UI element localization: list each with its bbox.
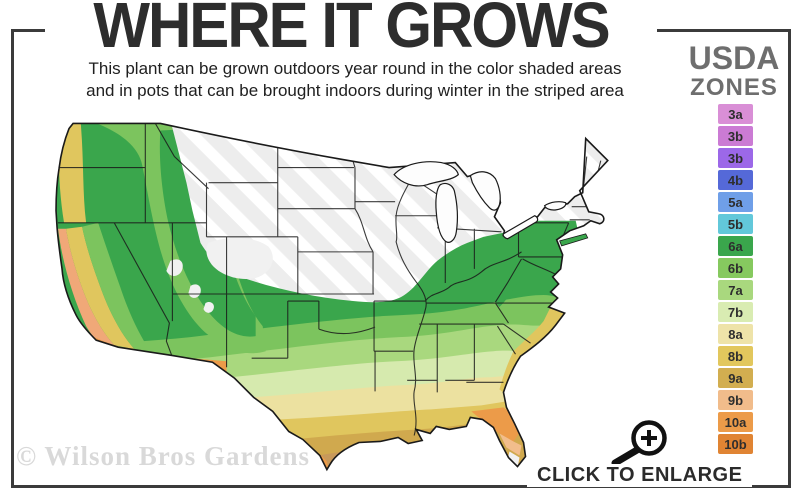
zone-chip-label: 10a xyxy=(724,414,747,430)
zones-label: ZONES xyxy=(690,74,778,101)
long-island xyxy=(559,233,589,247)
zone-chip-label: 5b xyxy=(727,216,744,232)
zone-chip-label: 6a xyxy=(728,238,743,254)
subtitle-line-1: This plant can be grown outdoors year ro… xyxy=(88,59,622,78)
zone-chip-9a: 9a xyxy=(718,368,753,388)
zone-chip-8b: 8b xyxy=(718,346,753,366)
zone-chip-label: 8a xyxy=(728,326,743,342)
zone-chip-9b: 9b xyxy=(718,390,753,410)
zone-list: 3a 3b 3b 4b 5a 5b 6a 6b 7a 7b 8a 8b 9a 9b 10a 10b xyxy=(718,104,753,456)
click-to-enlarge-label[interactable]: CLICK TO ENLARGE xyxy=(527,464,753,487)
map-region-central-florida-10a xyxy=(471,407,522,442)
zone-chip-6b: 6b xyxy=(718,258,753,278)
lake-erie xyxy=(502,215,539,240)
subtitle-line-2: and in pots that can be brought indoors … xyxy=(86,81,624,101)
zone-chip-label: 3b xyxy=(727,150,744,166)
zone-chip-label: 9b xyxy=(727,392,744,408)
lake-huron xyxy=(469,171,501,211)
map-region-pacific-coast-yellow xyxy=(58,123,87,223)
zone-chip-label: 5a xyxy=(728,194,743,210)
zone-chip-label: 7b xyxy=(727,304,744,320)
zone-chip-7b: 7b xyxy=(718,302,753,322)
great-lakes xyxy=(393,161,567,243)
zone-chip-8a: 8a xyxy=(718,324,753,344)
map-region-colorado-high-country xyxy=(206,237,273,279)
lake-michigan xyxy=(435,182,458,243)
zone-chip-label: 6b xyxy=(727,260,744,276)
usda-zones-heading: USDA ZONES xyxy=(686,42,782,100)
zone-chip-3b: 3b xyxy=(718,126,753,146)
zone-chip-label: 10b xyxy=(724,436,747,452)
zone-chip-6a: 6a xyxy=(718,236,753,256)
zone-chip-label: 3b xyxy=(727,128,744,144)
subtitle: This plant can be grown outdoors year ro… xyxy=(55,58,655,103)
usda-label: USDA xyxy=(688,40,780,76)
zone-chip-10a: 10a xyxy=(718,412,753,432)
zone-chip-label: 4b xyxy=(727,172,744,188)
zone-chip-label: 7a xyxy=(728,282,743,298)
zone-chip-label: 8b xyxy=(727,348,744,364)
zone-chip-3a: 3a xyxy=(718,104,753,124)
zone-chip-4b: 4b xyxy=(718,170,753,190)
state-borders xyxy=(58,123,602,436)
map-region-central-valley xyxy=(66,226,135,350)
map-region-sierra xyxy=(82,222,151,352)
zone-chip-label: 9a xyxy=(728,370,743,386)
us-map-svg xyxy=(55,122,609,472)
lake-ontario xyxy=(543,201,567,211)
map-color-regions xyxy=(56,123,608,470)
lake-superior xyxy=(393,161,459,187)
zone-chip-7a: 7a xyxy=(718,280,753,300)
magnifier-plus-icon[interactable] xyxy=(602,412,672,470)
zone-chip-5b: 5b xyxy=(718,214,753,234)
zone-chip-label: 3a xyxy=(728,106,743,122)
map-region-california-coast xyxy=(58,228,115,346)
page-title: WHERE IT GROWS xyxy=(45,0,657,59)
watermark: © Wilson Bros Gardens xyxy=(16,441,310,471)
map-region-south-florida-unshaded xyxy=(507,451,520,468)
map-region-nevada-peaks xyxy=(166,259,214,313)
map-region-florida-9b xyxy=(499,433,522,456)
zone-chip-10b: 10b xyxy=(718,434,753,454)
zone-chip-3b: 3b xyxy=(718,148,753,168)
zone-chip-5a: 5a xyxy=(718,192,753,212)
usda-zone-map[interactable] xyxy=(50,110,670,474)
map-region-atlantic-coastal-strip xyxy=(499,307,565,394)
